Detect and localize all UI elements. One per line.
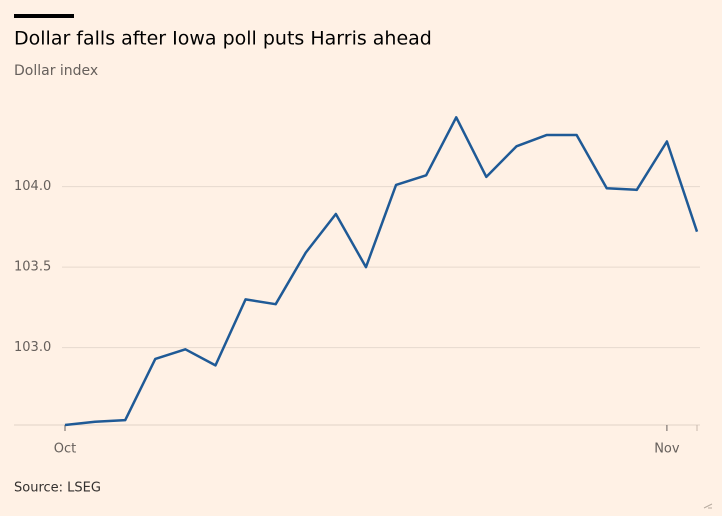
y-tick-label: 103.5 [14,260,51,275]
resize-handle [703,503,713,509]
y-tick-label: 104.0 [14,179,51,194]
x-tick-label: Nov [654,442,680,457]
y-tick-label: 103.0 [14,340,51,355]
x-tick-label: Oct [54,442,76,457]
data-line [64,116,699,427]
chart-subtitle: Dollar index [14,63,98,79]
chart-title: Dollar falls after Iowa poll puts Harris… [14,28,432,50]
title-bar [14,14,74,18]
source: Source: LSEG [14,481,101,496]
